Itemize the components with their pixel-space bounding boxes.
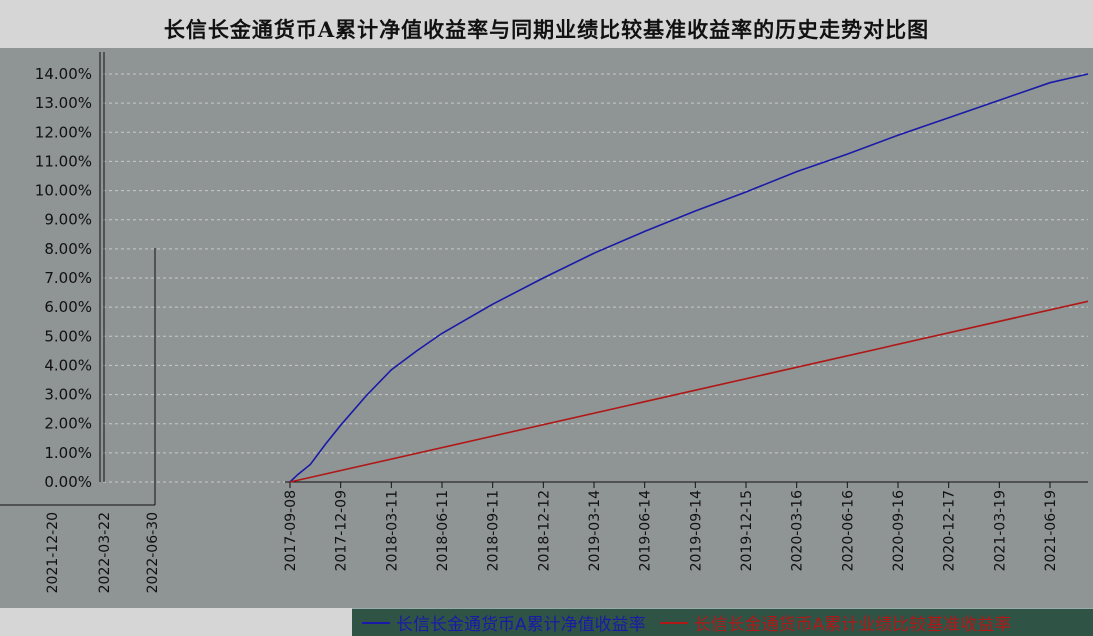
x-tick-label: 2018-09-11 [486, 490, 502, 571]
x-tick-label: 2020-09-16 [891, 490, 907, 571]
y-tick-label: 5.00% [44, 327, 92, 345]
y-tick-label: 3.00% [44, 386, 92, 404]
series-lines [289, 73, 1089, 483]
x-tick-label: 2020-06-16 [840, 490, 856, 571]
legend-swatch [659, 621, 688, 624]
y-tick-label: 1.00% [44, 444, 92, 462]
x-tick-label-extra: 2022-06-30 [145, 512, 161, 593]
legend-item: 长信长金通货币A累计净值收益率 [362, 610, 646, 635]
x-tick-label: 2019-06-14 [638, 490, 654, 571]
extra-x-axis-panel [0, 248, 156, 506]
y-tick-label: 11.00% [35, 152, 92, 170]
y-tick-label: 7.00% [44, 269, 92, 287]
x-tick-label-extra: 2021-12-20 [45, 512, 61, 593]
series-line-fund [289, 73, 1089, 483]
y-tick-label: 6.00% [44, 298, 92, 316]
series-line-benchmark [289, 300, 1089, 483]
legend: 长信长金通货币A累计净值收益率 长信长金通货币A累计业绩比较基准收益率 [352, 608, 1093, 636]
y-tick-label: 13.00% [35, 94, 92, 112]
y-tick-label: 14.00% [35, 65, 92, 83]
x-tick-labels: 2017-09-08 2017-12-09 2018-03-11 2018-06-11… [45, 490, 1059, 593]
y-tick-label: 10.00% [35, 182, 92, 200]
legend-label: 长信长金通货币A累计业绩比较基准收益率 [693, 615, 1012, 635]
legend-label: 长信长金通货币A累计净值收益率 [396, 615, 646, 635]
plot-background [0, 48, 1093, 608]
y-tick-label: 12.00% [35, 123, 92, 141]
y-tick-labels: 0.00% 1.00% 2.00% 3.00% 4.00% 5.00% 6.00% 7.00%… [35, 65, 92, 491]
y-tick-label: 9.00% [44, 211, 92, 229]
x-tick-label: 2019-03-14 [587, 490, 603, 571]
x-tick-label: 2017-12-09 [334, 490, 350, 571]
x-tick-label: 2018-12-12 [536, 490, 552, 571]
axes [99, 52, 1088, 488]
x-tick-label-extra: 2022-03-22 [97, 512, 113, 593]
chart-title: 长信长金通货币A累计净值收益率与同期业绩比较基准收益率的历史走势对比图 [163, 17, 930, 42]
x-tick-label: 2021-06-19 [1043, 490, 1059, 571]
y-tick-label: 8.00% [44, 240, 92, 258]
x-tick-label: 2020-03-16 [790, 490, 806, 571]
x-tick-label: 2018-06-11 [435, 490, 451, 571]
legend-swatch [362, 621, 390, 624]
legend-item: 长信长金通货币A累计业绩比较基准收益率 [659, 610, 1012, 635]
y-tick-label: 4.00% [44, 356, 92, 374]
y-tick-label: 2.00% [44, 415, 92, 433]
x-tick-label: 2020-12-17 [942, 490, 958, 571]
x-tick-label: 2019-12-15 [739, 490, 755, 571]
y-tick-label: 0.00% [44, 473, 92, 491]
x-tick-label: 2021-03-19 [992, 490, 1008, 571]
grid-lines [103, 73, 1088, 483]
x-tick-label: 2019-09-14 [688, 490, 704, 571]
x-tick-label: 2018-03-11 [384, 490, 400, 571]
x-tick-label: 2017-09-08 [283, 490, 299, 571]
